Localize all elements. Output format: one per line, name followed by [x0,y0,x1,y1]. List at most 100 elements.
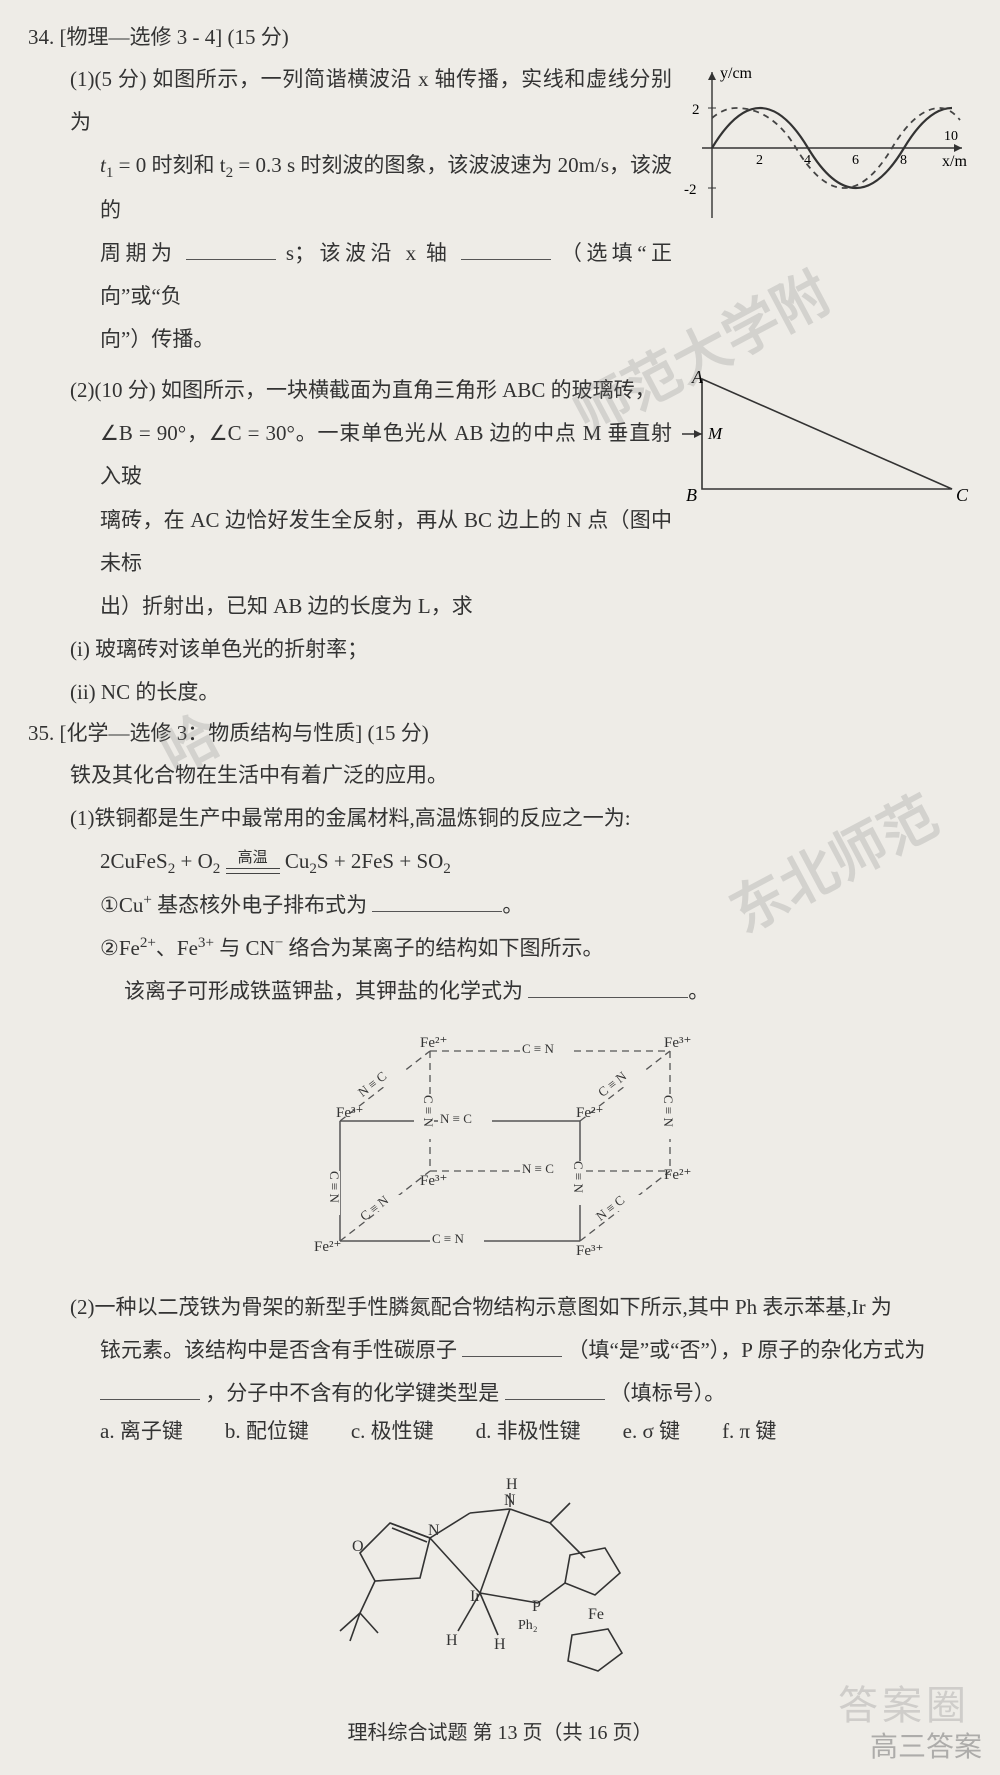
atom-Fe: Fe [588,1606,604,1623]
blank-bond [505,1376,605,1400]
q34-p2-i: (i) 玻璃砖对该单色光的折射率； [28,628,972,671]
q35-p2-l3b: （填标号）。 [610,1381,726,1405]
q34-p1-l3a: 周期为 [100,241,176,265]
q35-1-2d: 络合为某离子的结构如下图所示。 [283,936,603,960]
q35-1-2: ②Fe2+、Fe3+ 与 CN− 络合为某离子的结构如下图所示。 [28,927,972,970]
svg-text:C ≡ N: C ≡ N [327,1171,342,1204]
q35-1-3: 该离子可形成铁蓝钾盐，其钾盐的化学式为 。 [28,970,972,1013]
c5: Fe²⁺ [420,1035,447,1051]
q34-p1-l3: 周期为 s；该波沿 x 轴 （选填“正向”或“负 [28,232,672,318]
q35-1-2b: 、Fe [156,936,198,960]
ytick-m2: -2 [684,182,697,198]
q35-1-1: ①Cu+ 基态核外电子排布式为 。 [28,884,972,927]
triangle-figure: A B C M [672,369,972,514]
corner-watermark-faint: 答案圈 [838,1673,970,1731]
svg-text:C ≡ N: C ≡ N [522,1041,555,1056]
opt-d: d. 非极性键 [476,1415,581,1445]
atom-H-N: H [506,1476,518,1493]
c3: Fe²⁺ [314,1239,341,1255]
reaction-eq: 2CuFeS2 + O2 高温 Cu2S + 2FeS + SO2 [28,840,972,884]
atom-O: O [352,1538,364,1555]
blank-k-salt [528,974,688,998]
atom-Ph2: Ph₂ [518,1618,538,1633]
svg-text:C ≡ N: C ≡ N [432,1231,465,1246]
ytick-2: 2 [692,102,700,118]
atom-N1: N [428,1522,440,1539]
opt-a: a. 离子键 [100,1415,183,1445]
q34-p2-l3: 璃砖，在 AC 边恰好发生全反射，再从 BC 边上的 N 点（图中未标 [28,499,672,585]
q35-p2-l3a: ，分子中不含有的化学键类型是 [205,1381,499,1405]
rx-r2: S + 2FeS + SO [317,849,443,873]
c6: Fe³⁺ [664,1035,691,1051]
q35-p2-l2: 铱元素。该结构中是否含有手性碳原子 （填“是”或“否”），P 原子的杂化方式为 [28,1329,972,1372]
page-footer: 理科综合试题 第 13 页（共 16 页） [28,1716,972,1745]
opt-c: c. 极性键 [351,1415,434,1445]
xtick-8: 8 [900,153,907,168]
q35-1-2c: 与 CN [214,936,275,960]
rx-r1: Cu [285,849,310,873]
q34-p2-l4: 出）折射出，已知 AB 边的长度为 L，求 [28,585,672,628]
q35-1-3a: 该离子可形成铁蓝钾盐，其钾盐的化学式为 [124,979,523,1003]
atom-H2: H [494,1636,506,1653]
exam-page: 师范大学附 哈 东北师范 答案圈 高三答案 34. [物理—选修 3 - 4] … [0,0,1000,1775]
atom-Ir: Ir [470,1588,481,1605]
opt-e: e. σ 键 [623,1415,680,1445]
q35-p2-l3: ，分子中不含有的化学键类型是 （填标号）。 [28,1372,972,1415]
q35-header: 35. [化学—选修 3：物质结构与性质] (15 分) [28,714,972,754]
blank-direction [461,236,551,260]
q35-1-2a: ②Fe [100,936,140,960]
c7: Fe²⁺ [664,1167,691,1183]
vtx-A: A [691,369,704,387]
rx-cond: 高温 [226,851,280,866]
svg-text:C ≡ N: C ≡ N [571,1161,586,1194]
q34-p2-ii: (ii) NC 的长度。 [28,671,972,714]
q35-intro: 铁及其化合物在生活中有着广泛的应用。 [28,754,972,797]
rx-lhs: 2CuFeS [100,849,168,873]
c8: Fe³⁺ [420,1173,447,1189]
blank-cu-config [372,888,502,912]
xtick-6: 6 [852,153,859,168]
q35-p2-l2b: （填“是”或“否”），P 原子的杂化方式为 [568,1338,926,1362]
q34-p1-l4: 向”）传播。 [28,318,672,361]
q34-p1-l2: t1 = 0 时刻和 t2 = 0.3 s 时刻波的图象，该波波速为 20m/s… [28,144,672,232]
vtx-B: B [686,485,697,505]
svg-text:N ≡ C: N ≡ C [440,1111,472,1126]
wave-figure: y/cm x/m 2 -2 2 4 6 8 10 [672,58,972,233]
q34-p2-l1: (2)(10 分) 如图所示，一块横截面为直角三角形 ABC 的玻璃砖， [28,369,672,412]
rx-o2: + O [175,849,213,873]
molecule-figure: O N N H Ir P Ph₂ H H Fe [28,1463,972,1688]
vtx-C: C [956,485,969,505]
atom-H1: H [446,1632,458,1649]
q35-1-1b: 基态核外电子排布式为 [152,893,367,917]
q34-p1-l2b: = 0 时刻和 t [113,153,225,177]
c4: Fe³⁺ [576,1243,603,1259]
blank-hybrid [100,1376,200,1400]
q34-p2-l2: ∠B = 90°，∠C = 30°。一束单色光从 AB 边的中点 M 垂直射入玻 [28,412,672,498]
blank-period [186,236,276,260]
svg-text:N ≡ C: N ≡ C [522,1161,554,1176]
q34-header: 34. [物理—选修 3 - 4] (15 分) [28,18,972,58]
opt-b: b. 配位键 [225,1415,309,1445]
q35-p2-l2a: 铱元素。该结构中是否含有手性碳原子 [100,1338,457,1362]
pt-M: M [707,424,723,443]
c1: Fe³⁺ [336,1105,363,1121]
atom-P: P [532,1598,541,1615]
q35-p2-l1: (2)一种以二茂铁为骨架的新型手性膦氮配合物结构示意图如下所示,其中 Ph 表示… [28,1286,972,1329]
opt-f: f. π 键 [722,1415,776,1445]
x-axis-label: x/m [942,153,967,170]
q35-p1: (1)铁铜都是生产中最常用的金属材料,高温炼铜的反应之一为: [28,797,972,840]
reaction-arrow: 高温 [226,851,280,874]
cube-figure: Fe³⁺ Fe²⁺ Fe²⁺ Fe³⁺ Fe²⁺ Fe³⁺ Fe²⁺ Fe³⁺ … [28,1021,972,1276]
xtick-10: 10 [944,129,958,144]
svg-text:C ≡ N: C ≡ N [661,1095,676,1128]
y-axis-label: y/cm [720,65,753,82]
xtick-2: 2 [756,153,763,168]
q34-p1-l3b: s；该波沿 x 轴 [286,241,451,265]
corner-watermark-small: 高三答案 [870,1725,982,1765]
blank-chiral [462,1333,562,1357]
c2: Fe²⁺ [576,1105,603,1121]
option-row: a. 离子键 b. 配位键 c. 极性键 d. 非极性键 e. σ 键 f. π… [28,1415,972,1445]
q34-p1-l1: (1)(5 分) 如图所示，一列简谐横波沿 x 轴传播，实线和虚线分别为 [28,58,672,144]
svg-text:C ≡ N: C ≡ N [421,1095,436,1128]
q35-1-1a: ①Cu [100,893,143,917]
